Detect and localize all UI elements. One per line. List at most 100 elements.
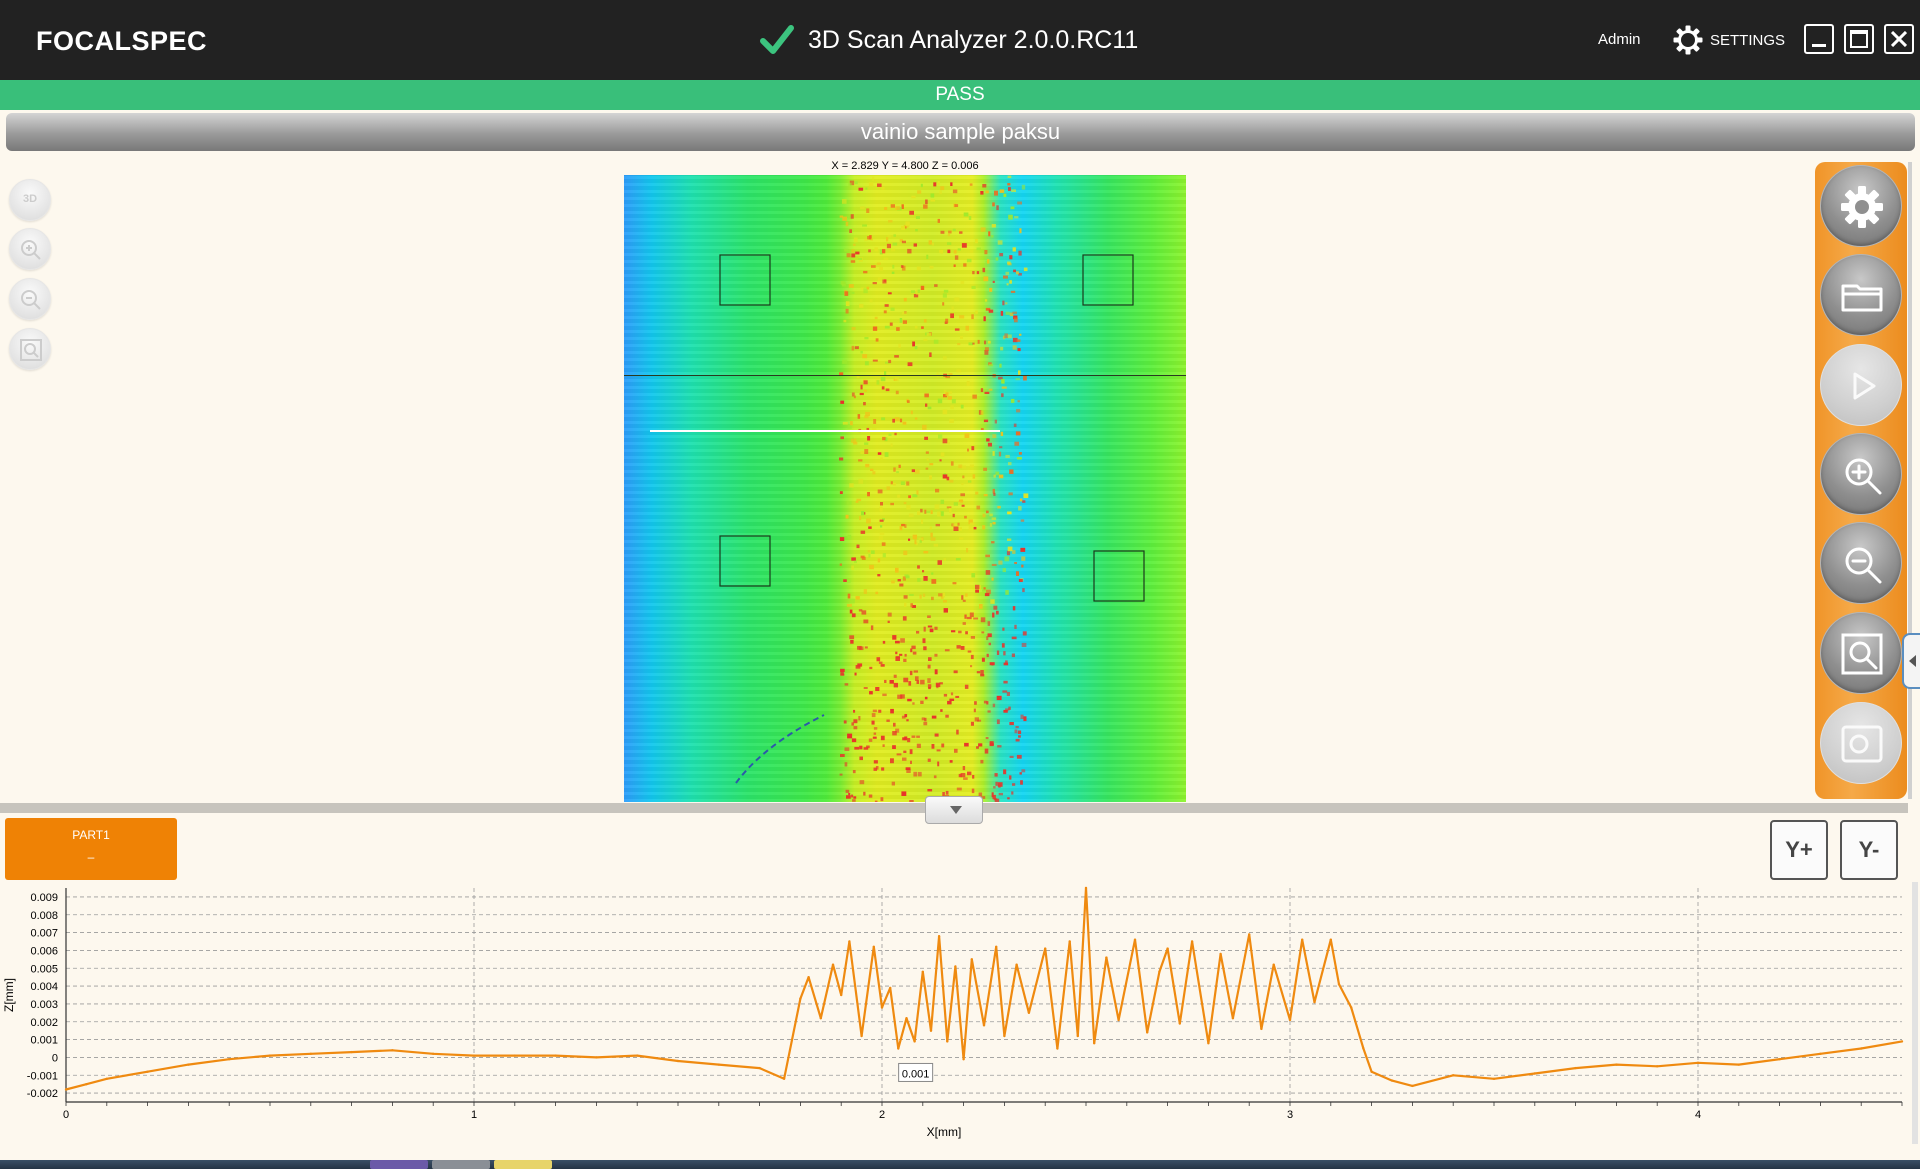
view-3d-button[interactable]: 3D — [9, 179, 51, 221]
speckle-dot — [1016, 339, 1021, 342]
speckle-dot — [914, 469, 920, 474]
speckle-dot — [1010, 206, 1015, 210]
speckle-dot — [940, 709, 943, 712]
profile-data-point — [350, 1050, 353, 1054]
speckle-dot — [943, 558, 946, 561]
speckle-dot — [882, 249, 886, 254]
splitter-collapse-button[interactable] — [925, 796, 983, 824]
speckle-dot — [954, 204, 959, 207]
speckle-dot — [890, 481, 893, 485]
speckle-dot — [884, 679, 887, 683]
play-button[interactable] — [1820, 344, 1902, 426]
zoom-fit-button[interactable] — [1820, 612, 1902, 694]
speckle-dot — [974, 701, 977, 705]
speckle-dot — [934, 669, 938, 675]
speckle-dot — [960, 335, 963, 339]
roi-box[interactable] — [719, 254, 771, 306]
speckle-dot — [987, 633, 992, 638]
speckle-dot — [993, 605, 998, 610]
speckle-dot — [907, 738, 911, 743]
speckle-dot — [965, 325, 969, 331]
speckle-dot — [854, 746, 860, 750]
speckle-dot — [923, 646, 927, 651]
left-zoom-out-button[interactable] — [9, 278, 51, 320]
speckle-dot — [1005, 708, 1010, 711]
screenshot-button[interactable] — [1820, 702, 1902, 784]
speckle-dot — [916, 266, 921, 271]
part-tab[interactable]: PART1 – — [5, 818, 177, 880]
height-map-view[interactable] — [624, 175, 1186, 802]
speckle-dot — [939, 459, 942, 462]
speckle-dot — [927, 664, 931, 669]
side-panel-toggle[interactable] — [1902, 633, 1920, 689]
speckle-dot — [848, 182, 852, 187]
viewer-scrollbar[interactable] — [1908, 162, 1912, 799]
speckle-dot — [902, 320, 907, 324]
speckle-dot — [877, 574, 881, 577]
speckle-dot — [948, 373, 953, 376]
profile-data-point — [1860, 1047, 1863, 1050]
speckle-dot — [978, 743, 983, 747]
zoom-out-icon — [1845, 547, 1882, 584]
speckle-dot — [872, 176, 875, 181]
speckle-dot — [985, 190, 989, 194]
speckle-dot — [894, 417, 900, 422]
speckle-dot — [991, 224, 996, 228]
speckle-dot — [1016, 754, 1022, 759]
speckle-dot — [972, 342, 975, 345]
speckle-dot — [940, 511, 944, 517]
settings-button[interactable]: SETTINGS — [1672, 24, 1785, 56]
zoom-out-button[interactable] — [1820, 522, 1902, 604]
y-plus-button[interactable]: Y+ — [1770, 820, 1828, 880]
profile-chart[interactable]: 0.009 0.008 0.007 0.006 0.005 0.004 0.003 0.002… — [0, 882, 1908, 1144]
speckle-dot — [892, 482, 896, 486]
maximize-button[interactable] — [1844, 24, 1874, 54]
open-file-button[interactable] — [1820, 254, 1902, 336]
left-zoom-in-button[interactable] — [9, 228, 51, 270]
taskbar-item[interactable] — [432, 1160, 490, 1169]
speckle-dot — [943, 693, 948, 697]
close-button[interactable] — [1884, 24, 1914, 54]
speckle-dot — [845, 221, 849, 227]
speckle-dot — [914, 346, 918, 350]
roi-box[interactable] — [1093, 550, 1145, 602]
taskbar-item[interactable] — [370, 1160, 428, 1169]
speckle-dot — [885, 388, 890, 392]
chart-scrollbar[interactable] — [1912, 882, 1918, 1144]
taskbar-item[interactable] — [494, 1160, 552, 1169]
roi-box[interactable] — [719, 535, 771, 587]
speckle-dot — [895, 640, 900, 644]
speckle-dot — [857, 414, 861, 419]
speckle-dot — [880, 525, 883, 528]
speckle-dot — [846, 501, 852, 505]
left-zoom-fit-button[interactable] — [9, 328, 51, 370]
y-tick-label: 0.005 — [30, 963, 58, 975]
speckle-dot — [981, 631, 985, 634]
roi-box[interactable] — [1082, 254, 1134, 306]
speckle-dot — [1008, 462, 1012, 466]
speckle-dot — [949, 760, 953, 763]
profile-data-point — [1027, 1011, 1031, 1014]
speckle-dot — [927, 625, 933, 628]
zoom-in-button[interactable] — [1820, 433, 1902, 515]
y-minus-button[interactable]: Y- — [1840, 820, 1898, 880]
speckle-dot — [939, 190, 942, 195]
speckle-dot — [976, 746, 979, 749]
minimize-button[interactable] — [1804, 24, 1834, 54]
profile-data-point — [146, 1070, 149, 1073]
speckle-dot — [999, 253, 1004, 257]
user-label[interactable]: Admin — [1598, 31, 1641, 48]
profile-cut-line[interactable] — [624, 375, 1186, 376]
speckle-dot — [916, 735, 920, 738]
speckle-dot — [906, 719, 909, 722]
profile-data-point — [1696, 1061, 1700, 1064]
speckle-dot — [965, 631, 968, 635]
speckle-dot — [994, 773, 998, 777]
speckle-dot — [976, 671, 981, 674]
speckle-dot — [873, 760, 878, 764]
settings-tool-button[interactable] — [1820, 165, 1902, 247]
speckle-dot — [1021, 642, 1027, 647]
speckle-dot — [1009, 775, 1012, 780]
speckle-dot — [842, 199, 847, 204]
profile-data-point — [676, 1059, 680, 1063]
